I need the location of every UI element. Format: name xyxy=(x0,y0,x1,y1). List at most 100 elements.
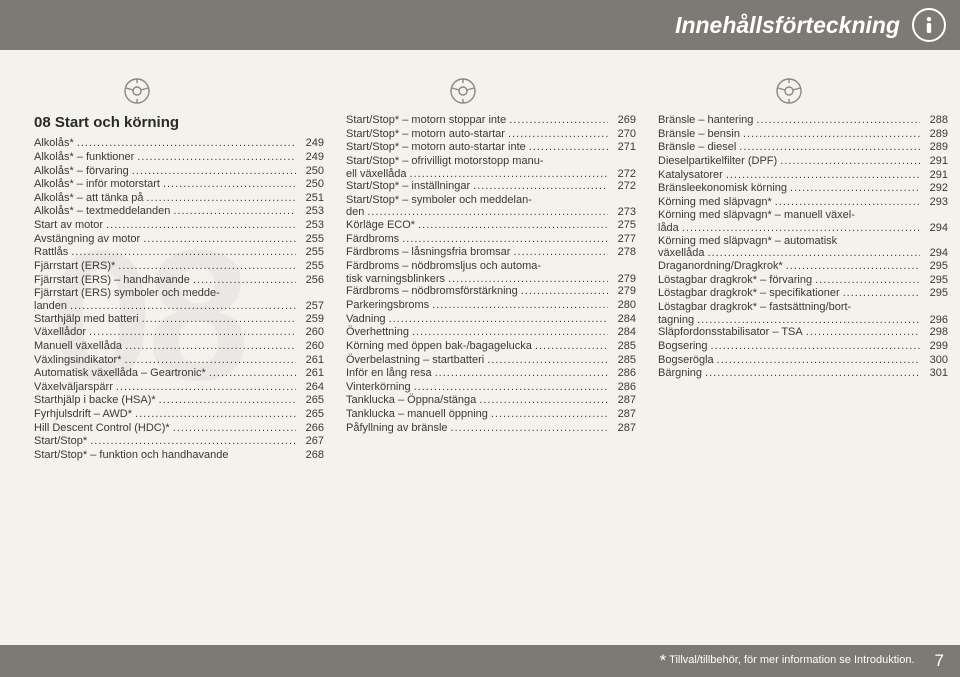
toc-entry[interactable]: Dieselpartikelfilter (DPF)..............… xyxy=(658,155,948,168)
toc-leader: ........................................… xyxy=(787,182,920,195)
toc-entry[interactable]: Start/Stop* – symboler och meddelan-den.… xyxy=(346,194,636,219)
toc-entry[interactable]: Löstagbar dragkrok* – specifikationer...… xyxy=(658,287,948,300)
toc-page: 278 xyxy=(608,246,636,259)
toc-entry[interactable]: Växlingsindikator*......................… xyxy=(34,354,324,367)
toc-entry[interactable]: Påfyllning av bränsle...................… xyxy=(346,422,636,435)
toc-entry[interactable]: Körning med öppen bak-/bagagelucka......… xyxy=(346,340,636,353)
toc-leader: ........................................… xyxy=(506,114,608,127)
toc-entry[interactable]: Start/Stop* – inställningar.............… xyxy=(346,180,636,193)
toc-entry[interactable]: Draganordning/Dragkrok*.................… xyxy=(658,260,948,273)
toc-entry[interactable]: Manuell växellåda.......................… xyxy=(34,340,324,353)
toc-entry[interactable]: Överhettning............................… xyxy=(346,326,636,339)
toc-entry[interactable]: Start/Stop* – ofrivilligt motorstopp man… xyxy=(346,155,636,180)
toc-entry[interactable]: Bogserögla..............................… xyxy=(658,354,948,367)
toc-entry[interactable]: Körning med släpvagn*...................… xyxy=(658,196,948,209)
toc-entry[interactable]: Bogsering...............................… xyxy=(658,340,948,353)
toc-entry[interactable]: Start av motor..........................… xyxy=(34,219,324,232)
toc-entry[interactable]: Automatisk växellåda – Geartronic*......… xyxy=(34,367,324,380)
toc-entry[interactable]: Körning med släpvagn* – manuell växel-lå… xyxy=(658,209,948,234)
toc-entry[interactable]: Alkolås* – funktioner...................… xyxy=(34,151,324,164)
toc-entry[interactable]: Inför en lång resa......................… xyxy=(346,367,636,380)
toc-entry[interactable]: Färdbroms – nödbromsljus och automa-tisk… xyxy=(346,260,636,285)
toc-entry[interactable]: Starthjälp i backe (HSA)*...............… xyxy=(34,394,324,407)
toc-page: 260 xyxy=(296,340,324,353)
toc-label: Körning med släpvagn* – manuell växel- xyxy=(658,209,948,222)
toc-page: 288 xyxy=(920,114,948,127)
toc-entry[interactable]: Färdbroms...............................… xyxy=(346,233,636,246)
toc-label: Löstagbar dragkrok* – fastsättning/bort- xyxy=(658,301,948,314)
toc-page: 270 xyxy=(608,128,636,141)
toc-leader: ........................................… xyxy=(740,128,920,141)
toc-entry[interactable]: Löstagbar dragkrok* – förvaring.........… xyxy=(658,274,948,287)
toc-entry[interactable]: Körning med släpvagn* – automatiskväxell… xyxy=(658,235,948,260)
toc-entry[interactable]: Alkolås* – att tänka på.................… xyxy=(34,192,324,205)
toc-leader: ........................................… xyxy=(415,219,608,232)
toc-label: Alkolås* – inför motorstart xyxy=(34,178,160,191)
toc-label: Bogsering xyxy=(658,340,708,353)
toc-page: 269 xyxy=(608,114,636,127)
toc-label: Inför en lång resa xyxy=(346,367,432,380)
toc-leader: ........................................… xyxy=(445,273,608,286)
toc-entry[interactable]: Rattlås.................................… xyxy=(34,246,324,259)
toc-label: Alkolås* – att tänka på xyxy=(34,192,143,205)
toc-leader: ........................................… xyxy=(103,219,296,232)
toc-leader: ........................................… xyxy=(386,313,608,326)
toc-entry[interactable]: Alkolås* – inför motorstart.............… xyxy=(34,178,324,191)
toc-page: 293 xyxy=(920,196,948,209)
toc-leader: ........................................… xyxy=(532,340,608,353)
toc-entry[interactable]: Tanklucka – Öppna/stänga................… xyxy=(346,394,636,407)
toc-entry[interactable]: Starthjälp med batteri..................… xyxy=(34,313,324,326)
toc-entry[interactable]: Färdbroms – nödbromsförstärkning........… xyxy=(346,285,636,298)
toc-entry[interactable]: Löstagbar dragkrok* – fastsättning/bort-… xyxy=(658,301,948,326)
toc-page: 267 xyxy=(296,435,324,448)
toc-entry[interactable]: Fyrhjulsdrift – AWD*....................… xyxy=(34,408,324,421)
toc-entry[interactable]: Parkeringsbroms.........................… xyxy=(346,299,636,312)
toc-entry[interactable]: Alkolås*................................… xyxy=(34,137,324,150)
toc-label: Släpfordonsstabilisator – TSA xyxy=(658,326,803,339)
toc-label-tail: växellåda xyxy=(658,247,704,260)
toc-label: Växelväljarspärr xyxy=(34,381,113,394)
toc-entry[interactable]: Fjärrstart (ERS) – handhavande..........… xyxy=(34,274,324,287)
toc-entry[interactable]: Start/Stop* – motorn auto-startar.......… xyxy=(346,128,636,141)
toc-entry[interactable]: Tanklucka – manuell öppning.............… xyxy=(346,408,636,421)
toc-entry[interactable]: Bränsle – bensin........................… xyxy=(658,128,948,141)
toc-leader: ........................................… xyxy=(364,206,608,219)
footnote: * Tillval/tillbehör, för mer information… xyxy=(660,651,915,671)
toc-entry[interactable]: Bränsle – diesel........................… xyxy=(658,141,948,154)
toc-entry[interactable]: Överbelastning – startbatteri...........… xyxy=(346,354,636,367)
toc-entry[interactable]: Växellådor..............................… xyxy=(34,326,324,339)
toc-entry[interactable]: Start/Stop* – motorn stoppar inte.......… xyxy=(346,114,636,127)
toc-entry[interactable]: Alkolås* – förvaring....................… xyxy=(34,165,324,178)
toc-entry[interactable]: Start/Stop*.............................… xyxy=(34,435,324,448)
toc-entry[interactable]: Bärgning................................… xyxy=(658,367,948,380)
toc-leader: ........................................… xyxy=(190,274,296,287)
toc-entry[interactable]: Färdbroms – låsningsfria bromsar........… xyxy=(346,246,636,259)
toc-entry[interactable]: Fjärrstart (ERS) symboler och medde-land… xyxy=(34,287,324,312)
toc-entry[interactable]: Körläge ECO*............................… xyxy=(346,219,636,232)
toc-entry[interactable]: Hill Descent Control (HDC)*.............… xyxy=(34,422,324,435)
toc-leader: ........................................… xyxy=(156,394,296,407)
toc-entry[interactable]: Vadning.................................… xyxy=(346,313,636,326)
toc-page: 256 xyxy=(296,274,324,287)
toc-entry[interactable]: Växelväljarspärr........................… xyxy=(34,381,324,394)
toc-page: 295 xyxy=(920,274,948,287)
toc-page: 266 xyxy=(296,422,324,435)
toc-page: 291 xyxy=(920,169,948,182)
toc-entry[interactable]: Alkolås* – textmeddelanden..............… xyxy=(34,205,324,218)
toc-label: Överhettning xyxy=(346,326,409,339)
toc-page: 257 xyxy=(296,300,324,313)
toc-entry[interactable]: Bränsle – hantering.....................… xyxy=(658,114,948,127)
toc-entry[interactable]: Vinterkörning...........................… xyxy=(346,381,636,394)
toc-entry[interactable]: Start/Stop* – funktion och handhavande26… xyxy=(34,449,324,462)
toc-label: Körning med släpvagn* xyxy=(658,196,772,209)
page-title: Innehållsförteckning xyxy=(675,12,900,39)
toc-label: Start/Stop* – inställningar xyxy=(346,180,470,193)
toc-entry[interactable]: Start/Stop* – motorn auto-startar inte..… xyxy=(346,141,636,154)
toc-entry[interactable]: Bränsleekonomisk körning................… xyxy=(658,182,948,195)
toc-entry[interactable]: Släpfordonsstabilisator – TSA...........… xyxy=(658,326,948,339)
toc-entry[interactable]: Fjärrstart (ERS)*.......................… xyxy=(34,260,324,273)
toc-entry[interactable]: Katalysatorer...........................… xyxy=(658,169,948,182)
toc-page: 265 xyxy=(296,408,324,421)
toc-entry[interactable]: Avstängning av motor....................… xyxy=(34,233,324,246)
toc-label: Start/Stop* – symboler och meddelan- xyxy=(346,194,636,207)
